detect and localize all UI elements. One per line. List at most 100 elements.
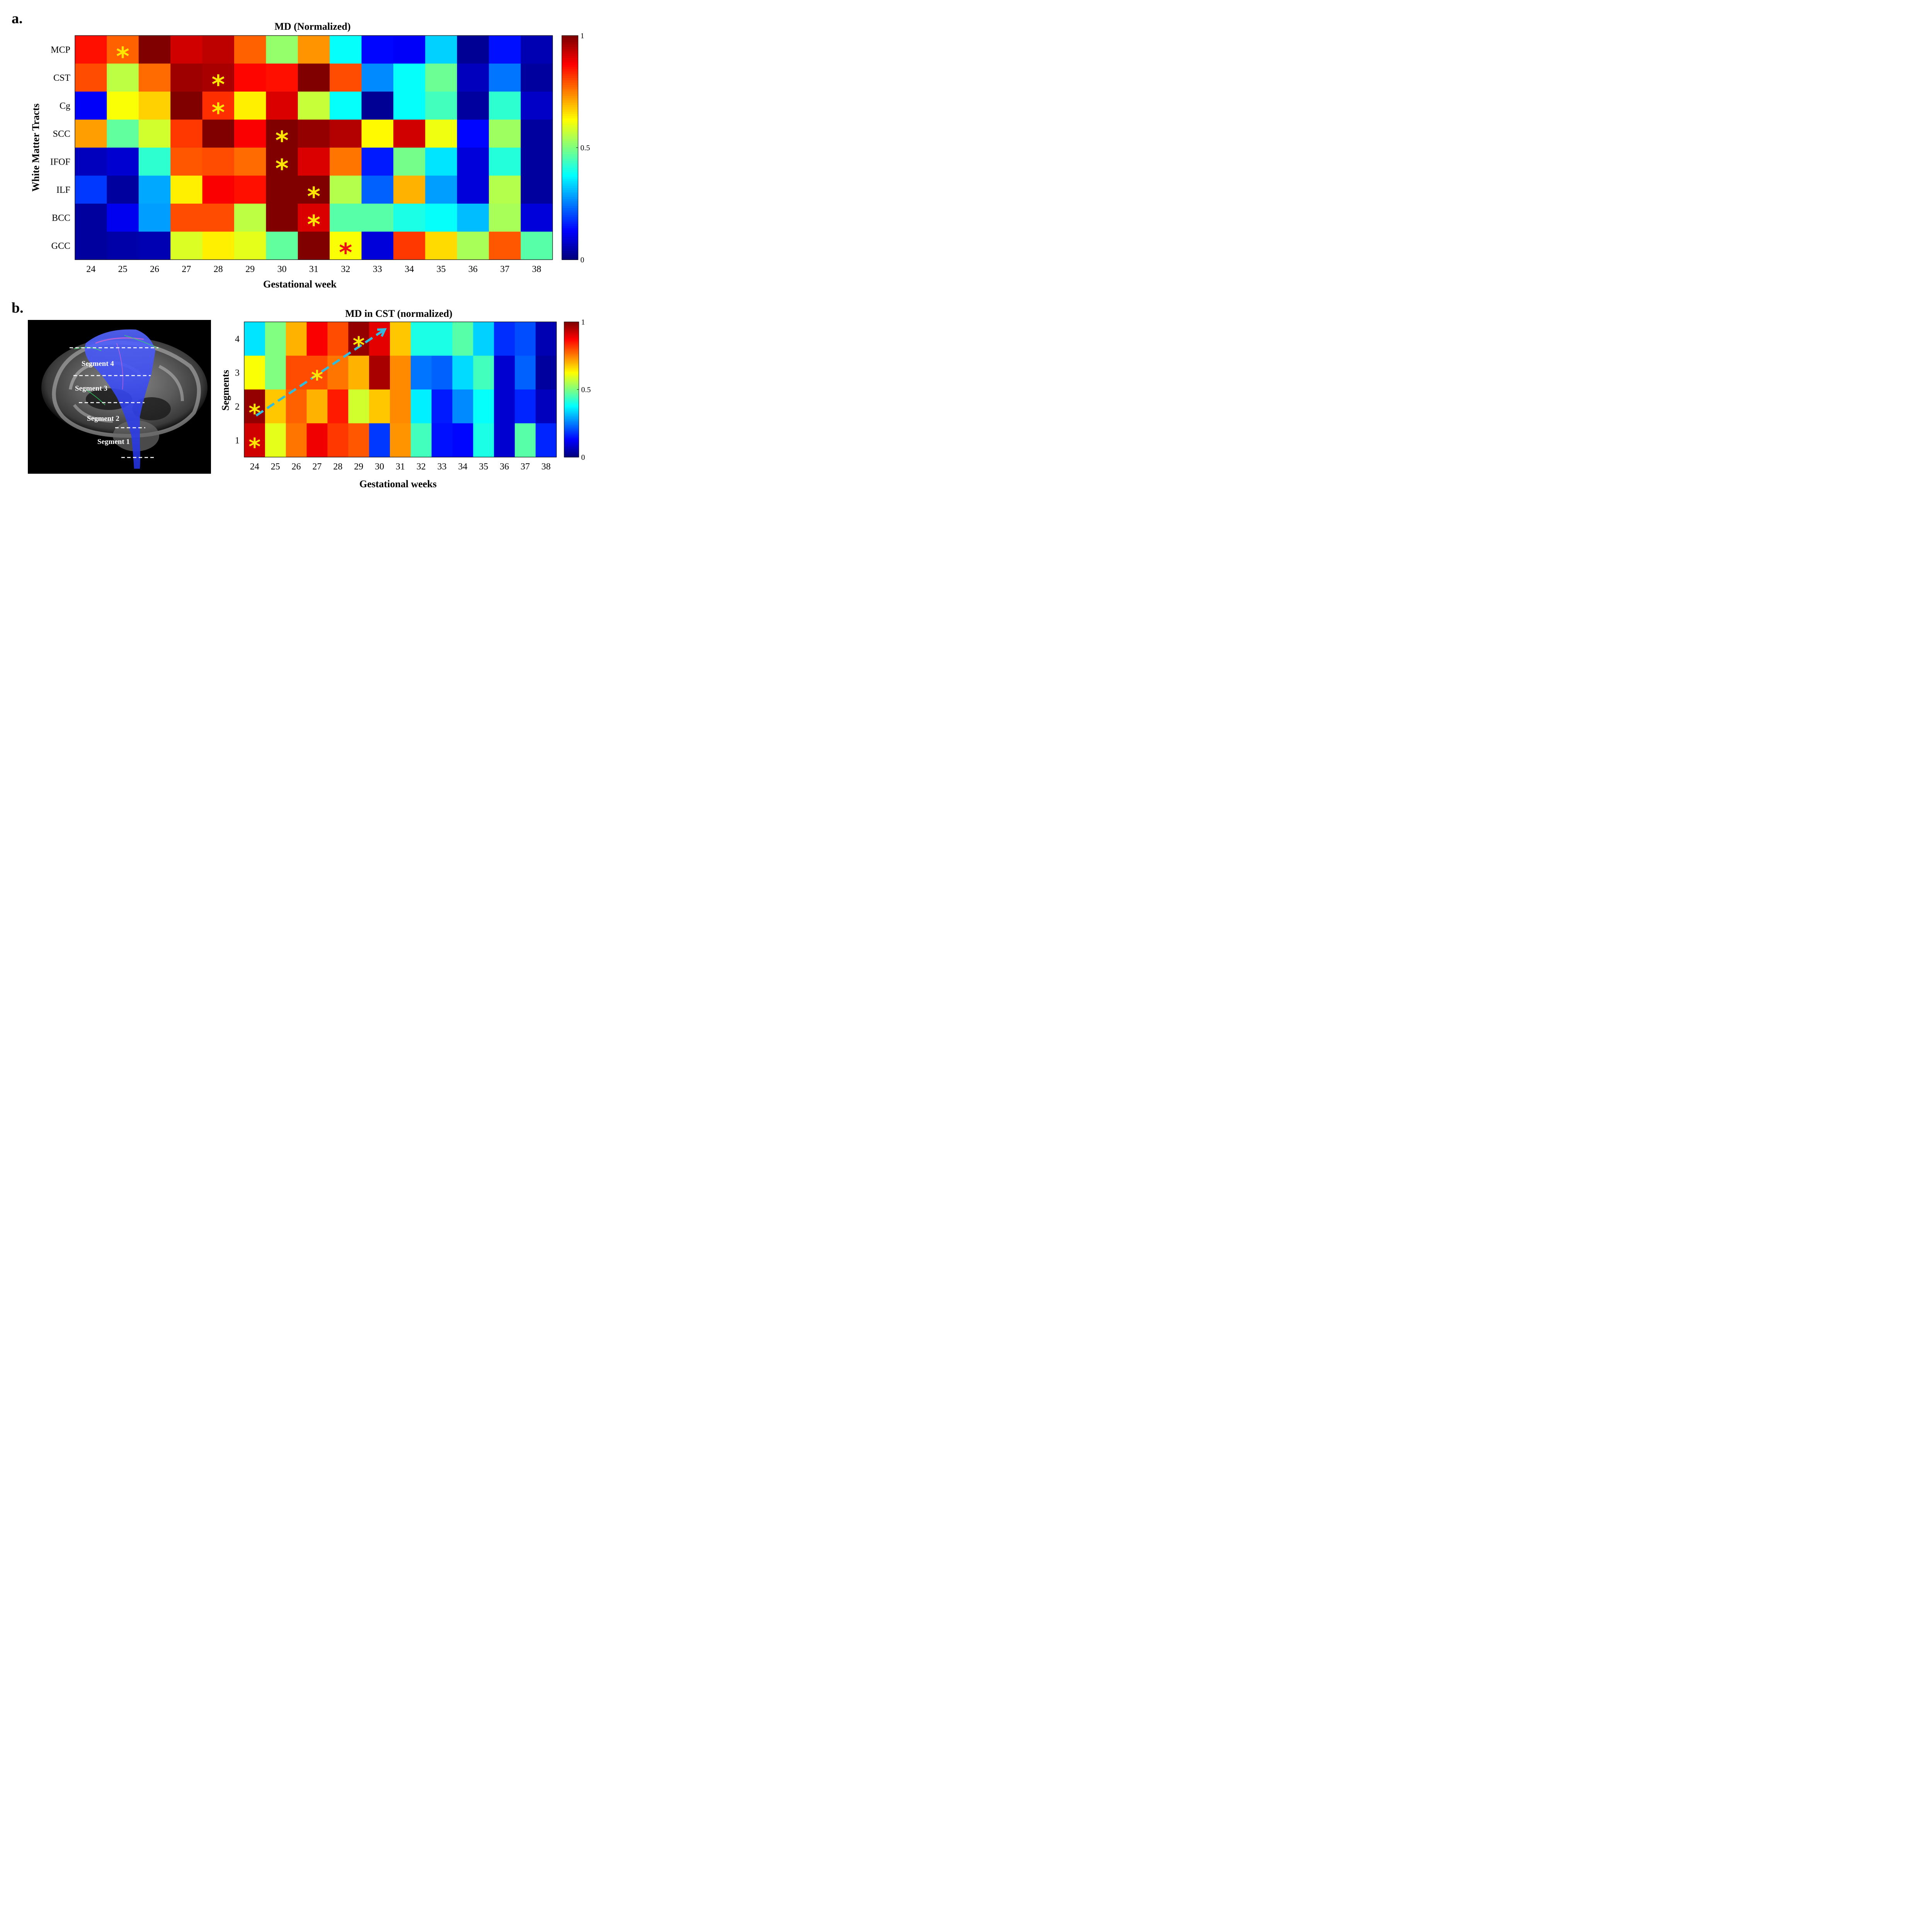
colorbar-step <box>564 353 579 355</box>
x-tick-label: 38 <box>541 462 551 472</box>
heatmap-cell <box>489 119 521 148</box>
heatmap-cell <box>393 148 425 176</box>
heatmap-cell <box>265 322 286 356</box>
colorbar-step <box>564 338 579 340</box>
colorbar-step <box>564 452 579 454</box>
colorbar-step <box>562 208 578 211</box>
colorbar-step <box>564 350 579 352</box>
colorbar-step <box>562 228 578 231</box>
colorbar-step <box>562 112 578 114</box>
heatmap-cell <box>138 175 171 204</box>
colorbar-step <box>562 145 578 148</box>
x-tick-label: 24 <box>86 264 95 274</box>
colorbar-step <box>562 42 578 45</box>
colorbar-step <box>564 372 579 374</box>
colorbar-step <box>562 65 578 67</box>
colorbar-step <box>564 400 579 402</box>
chart-b-xlabel: Gestational weeks <box>359 478 437 490</box>
heatmap-cell <box>306 423 328 457</box>
heatmap-cell <box>410 355 432 390</box>
colorbar-step <box>562 201 578 204</box>
colorbar-step <box>562 132 578 134</box>
colorbar-step <box>564 449 579 451</box>
heatmap-cell <box>138 231 171 260</box>
heatmap-cell <box>327 389 349 424</box>
heatmap-cell <box>202 175 235 204</box>
heatmap-cell <box>170 63 203 92</box>
colorbar-step <box>564 379 579 381</box>
heatmap-cell <box>298 92 330 120</box>
colorbar-step <box>562 80 578 83</box>
heatmap-cell <box>234 231 266 260</box>
colorbar-step <box>564 335 579 337</box>
colorbar-step <box>562 248 578 251</box>
y-tick-label: 2 <box>235 402 240 412</box>
significance-star: * <box>275 126 289 156</box>
x-tick-label: 28 <box>214 264 223 274</box>
heatmap-cell <box>234 119 266 148</box>
significance-star: * <box>307 182 321 212</box>
heatmap-cell <box>75 148 107 176</box>
chart-b-x-ticks: 24 25 26 27 28 29 30 31 32 33 34 35 36 37 38 <box>250 462 551 472</box>
colorbar-step <box>564 368 579 370</box>
y-tick-label: BCC <box>52 213 70 223</box>
x-tick-label: 34 <box>405 264 414 274</box>
heatmap-cell <box>330 36 362 64</box>
heatmap-cell <box>457 63 489 92</box>
colorbar-step <box>562 49 578 52</box>
heatmap-cell <box>107 63 139 92</box>
colorbar-tick-label: 0 <box>580 256 584 264</box>
colorbar-step <box>562 170 578 173</box>
colorbar-step <box>562 210 578 213</box>
heatmap-cell <box>494 355 515 390</box>
colorbar-step <box>564 387 579 389</box>
colorbar-step <box>564 385 579 387</box>
heatmap-cell <box>393 119 425 148</box>
heatmap-cell <box>327 423 349 457</box>
y-tick-label: IFOF <box>50 157 70 167</box>
colorbar-step <box>562 183 578 186</box>
x-tick-label: 34 <box>458 462 468 472</box>
colorbar-step <box>562 82 578 85</box>
heatmap-cell <box>410 322 432 356</box>
chart-b-ylabel: Segments <box>220 370 231 410</box>
x-tick-label: 31 <box>396 462 405 472</box>
colorbar-step <box>562 199 578 202</box>
y-tick-label: MCP <box>51 45 70 55</box>
significance-star: * <box>339 238 352 268</box>
colorbar-step <box>564 433 579 435</box>
heatmap-cell <box>457 175 489 204</box>
colorbar-step <box>562 239 578 242</box>
colorbar-step <box>562 235 578 238</box>
heatmap-cell <box>138 204 171 232</box>
heatmap-cell <box>75 36 107 64</box>
colorbar-step <box>564 381 579 383</box>
colorbar-tick-label: 0.5 <box>580 144 590 152</box>
colorbar-step <box>562 194 578 197</box>
heatmap-cell <box>306 322 328 356</box>
heatmap-cell <box>393 175 425 204</box>
heatmap-cell <box>369 423 390 457</box>
heatmap-cell <box>348 389 369 424</box>
colorbar-step <box>562 185 578 189</box>
significance-star: * <box>116 42 129 71</box>
colorbar-step <box>562 136 578 139</box>
colorbar-step <box>564 417 579 418</box>
colorbar-step <box>562 161 578 164</box>
colorbar-step <box>562 215 578 218</box>
heatmap-cell <box>265 423 286 457</box>
colorbar-step <box>564 431 579 433</box>
colorbar-step <box>562 62 578 65</box>
heatmap-cell <box>361 204 394 232</box>
colorbar-step <box>562 47 578 49</box>
heatmap-cell <box>520 92 553 120</box>
heatmap-cell <box>266 63 298 92</box>
heatmap-cell <box>107 204 139 232</box>
colorbar-step <box>562 40 578 43</box>
heatmap-cell <box>244 322 265 356</box>
colorbar-step <box>564 328 579 330</box>
colorbar-step <box>564 447 579 449</box>
chart-b-title: MD in CST (normalized) <box>345 308 452 319</box>
colorbar-step <box>564 339 579 341</box>
